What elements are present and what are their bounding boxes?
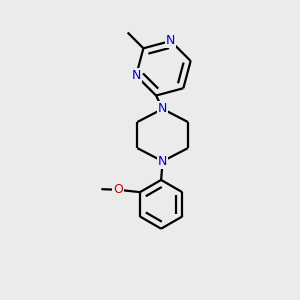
Text: N: N: [131, 69, 141, 82]
Text: N: N: [158, 155, 167, 168]
Text: O: O: [113, 183, 123, 196]
Text: N: N: [158, 102, 167, 116]
Text: N: N: [166, 34, 175, 47]
